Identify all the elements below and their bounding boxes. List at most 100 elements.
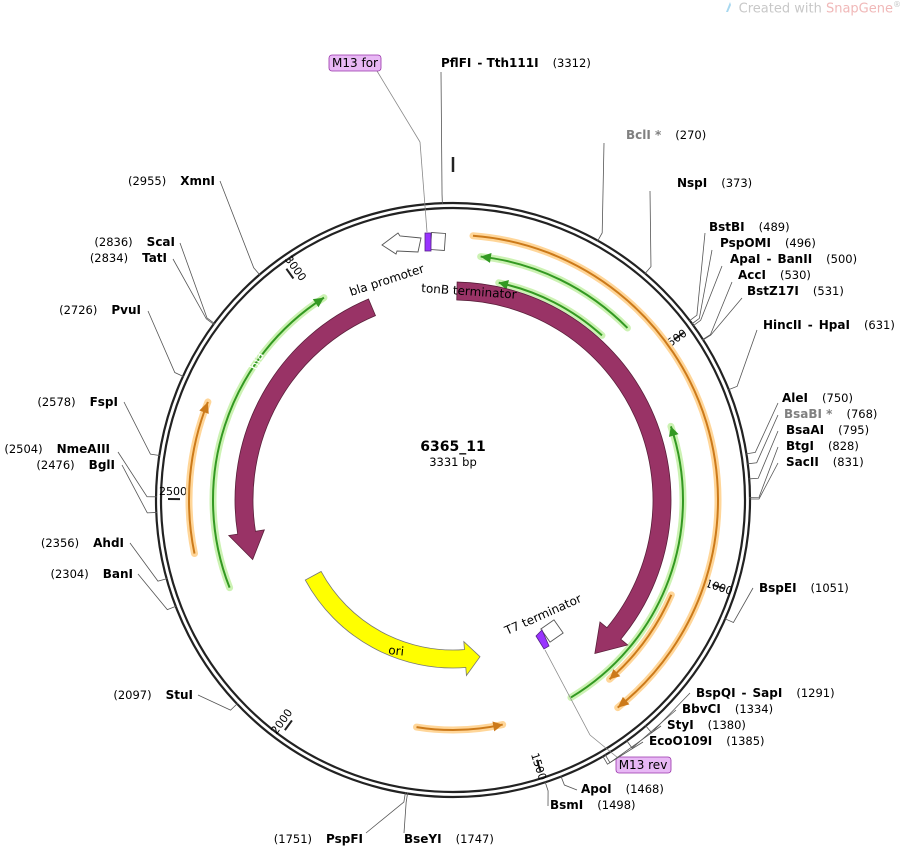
restriction-site[interactable]: AccI (530) xyxy=(701,268,811,341)
orf-line[interactable] xyxy=(480,255,629,329)
restriction-site[interactable]: (2836) ScaI xyxy=(94,235,216,325)
restriction-site[interactable]: BspEI (1051) xyxy=(724,581,849,623)
tonb-terminator-feature[interactable] xyxy=(429,232,447,251)
m13-for-leader xyxy=(376,70,421,143)
orf-line[interactable] xyxy=(472,234,719,709)
restriction-site[interactable]: BstBI (489) xyxy=(688,220,790,322)
site-label: ApoI (1468) xyxy=(581,782,664,796)
restriction-site[interactable]: (2726) PvuI xyxy=(59,303,185,378)
site-name: NspI xyxy=(677,176,707,190)
site-label: (2955) XmnI xyxy=(128,174,215,188)
restriction-site[interactable]: ApoI (1468) xyxy=(560,775,664,796)
site-pos: (1380) xyxy=(708,718,746,732)
site-leader-line xyxy=(746,414,779,465)
site-leader-line xyxy=(702,297,743,341)
tonb-terminator-label: tonB terminator xyxy=(421,281,517,302)
bla-feature[interactable] xyxy=(227,298,377,561)
site-leader-line xyxy=(117,451,158,498)
site-name: EcoO109I xyxy=(649,734,712,748)
site-name: BsmI xyxy=(550,798,583,812)
site-leader-line xyxy=(701,281,733,341)
restriction-site[interactable]: HincII - HpaI (631) xyxy=(727,318,895,391)
bla-label: bla xyxy=(247,350,267,372)
restriction-site[interactable]: (2578) FspI xyxy=(37,395,161,457)
site-label: BstBI (489) xyxy=(709,220,790,234)
restriction-site[interactable]: (2955) XmnI xyxy=(128,174,261,276)
site-pos: (496) xyxy=(785,236,816,250)
restriction-site[interactable]: BsmI (1498) xyxy=(544,781,636,812)
restriction-site[interactable]: AleI (750) xyxy=(745,391,853,455)
site-name: BsaAI xyxy=(786,423,824,437)
site-name2: SapI xyxy=(753,686,783,700)
site-pos: (1334) xyxy=(735,702,773,716)
site-name: PspOMI xyxy=(720,236,771,250)
site-name: StyI xyxy=(667,718,694,732)
site-pos: (530) xyxy=(780,268,811,282)
restriction-site[interactable]: BsaAI (795) xyxy=(748,423,869,480)
site-name: PspFI xyxy=(326,832,363,846)
site-label: BsaBI * (768) xyxy=(784,407,877,421)
tick-mark xyxy=(673,331,685,341)
restriction-site[interactable]: (2834) TatI xyxy=(90,251,215,326)
m13-for-label-box[interactable] xyxy=(328,54,382,72)
restriction-site[interactable]: (2304) BanI xyxy=(50,567,177,611)
restriction-site[interactable]: (2097) StuI xyxy=(113,688,239,711)
site-pos: (500) xyxy=(826,252,857,266)
site-leader-line xyxy=(147,310,185,378)
site-leader-line xyxy=(560,775,578,791)
tick-mark xyxy=(535,759,542,772)
restriction-site[interactable]: BtgI (828) xyxy=(748,439,859,498)
restriction-site[interactable]: PspOMI (496) xyxy=(691,236,816,325)
orf-line[interactable] xyxy=(188,401,209,554)
restriction-site[interactable]: BsaBI * (768) xyxy=(746,407,878,465)
site-label: (2578) FspI xyxy=(37,395,118,409)
site-name: BbvCI xyxy=(682,702,721,716)
restriction-site[interactable]: BbvCI (1334) xyxy=(625,702,773,749)
restriction-site[interactable]: EcoO109I (1385) xyxy=(602,734,765,765)
restriction-site[interactable]: PflFI - Tth111I (3312) xyxy=(440,56,591,205)
site-label: BseYI (1747) xyxy=(404,832,494,846)
orf-arrowhead xyxy=(498,280,509,290)
restriction-site[interactable]: BclI * (270) xyxy=(596,128,706,242)
restriction-site[interactable]: BseYI (1747) xyxy=(403,792,494,846)
orf-arrowhead xyxy=(312,297,324,308)
site-label: PflFI - Tth111I (3312) xyxy=(441,56,591,70)
restriction-site[interactable]: BspQI - SapI (1291) xyxy=(644,686,835,734)
watermark-brand: SnapGene xyxy=(825,1,893,17)
site-leader-line xyxy=(688,232,706,322)
t7-terminator-feature[interactable] xyxy=(540,619,564,643)
site-label: HincII - HpaI (631) xyxy=(763,318,895,332)
site-leader-line xyxy=(644,190,652,275)
restriction-site[interactable]: ApaI - BanII (500) xyxy=(692,252,858,327)
site-leader-line xyxy=(440,71,443,205)
orf-line[interactable] xyxy=(212,296,325,589)
site-leader-line xyxy=(123,401,161,457)
site-label: (2304) BanI xyxy=(50,567,133,581)
orf-arrowhead xyxy=(609,669,621,680)
m13-rev-label-box[interactable] xyxy=(615,756,672,774)
m13-rev-leader-2 xyxy=(589,734,619,759)
site-sep: - xyxy=(742,686,747,700)
m13-rev-primer-mark[interactable] xyxy=(535,629,550,650)
restriction-site[interactable]: NspI (373) xyxy=(644,176,752,275)
orf-line[interactable] xyxy=(498,281,603,337)
m13-for-primer-mark[interactable] xyxy=(424,232,432,252)
site-pos: (2304) xyxy=(50,567,88,581)
site-pos: (531) xyxy=(813,284,844,298)
restriction-site[interactable]: (1751) PspFI xyxy=(274,792,406,846)
site-leader-line xyxy=(129,542,168,582)
site-leader-line xyxy=(691,249,713,325)
restriction-site[interactable]: SacII (831) xyxy=(748,455,864,500)
site-leader-line xyxy=(748,430,779,480)
orf-line[interactable] xyxy=(570,426,684,699)
restriction-site[interactable]: (2356) AhdI xyxy=(41,536,168,582)
restriction-site[interactable]: (2476) BglI xyxy=(36,458,158,514)
site-name: FspI xyxy=(90,395,118,409)
ori-feature[interactable] xyxy=(304,570,481,677)
restriction-site[interactable]: (2504) NmeAIII xyxy=(4,442,158,498)
bla-promoter-feature[interactable] xyxy=(381,232,422,255)
mfl017-feature[interactable] xyxy=(456,281,672,655)
restriction-site[interactable]: BstZ17I (531) xyxy=(702,284,844,341)
site-pos: (270) xyxy=(675,128,706,142)
site-name: BsaBI * xyxy=(784,407,833,421)
